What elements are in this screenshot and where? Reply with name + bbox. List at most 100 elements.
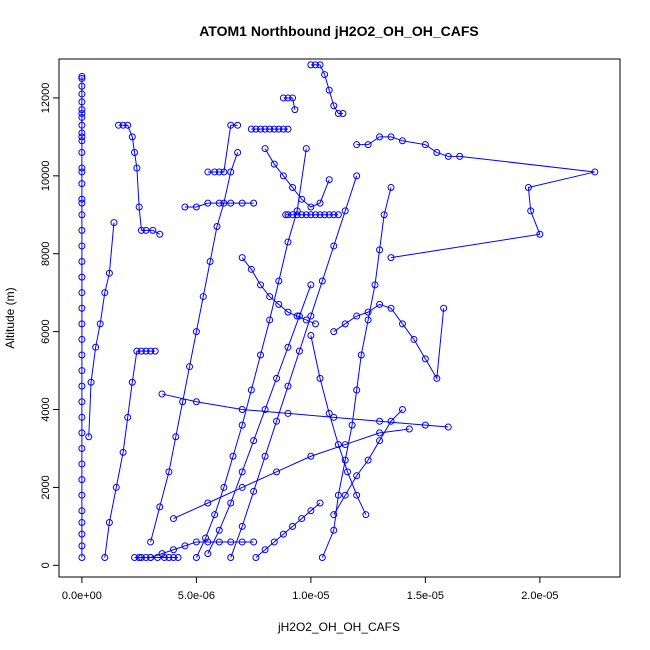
data-point	[204, 168, 212, 176]
data-point	[227, 554, 235, 562]
data-point	[250, 437, 258, 445]
data-point	[398, 406, 406, 414]
data-point	[78, 335, 86, 343]
data-point	[85, 433, 93, 441]
data-point	[398, 320, 406, 328]
series-9	[307, 61, 347, 118]
data-point	[78, 518, 86, 526]
data-point	[293, 207, 301, 215]
data-point	[405, 425, 413, 433]
data-point	[137, 554, 145, 562]
data-point	[112, 483, 120, 491]
data-point	[311, 320, 319, 328]
data-point	[371, 281, 379, 289]
data-point	[387, 417, 395, 425]
data-point	[78, 289, 86, 297]
data-point	[192, 203, 200, 211]
y-tick-label: 10000	[40, 161, 52, 192]
data-point	[78, 226, 86, 234]
data-point	[311, 61, 319, 69]
data-point	[169, 546, 177, 554]
data-point	[311, 211, 319, 219]
data-point	[293, 211, 301, 219]
data-point	[307, 332, 315, 340]
series-line	[356, 136, 595, 259]
data-point	[387, 133, 395, 141]
series-20	[204, 121, 242, 176]
series-1	[85, 219, 118, 441]
data-point	[78, 137, 86, 145]
data-point	[96, 320, 104, 328]
data-point	[211, 511, 219, 519]
data-point	[444, 152, 452, 160]
data-point	[204, 499, 212, 507]
data-point	[273, 417, 281, 425]
data-point	[110, 219, 118, 227]
series-11	[330, 300, 448, 382]
series-13	[169, 425, 413, 523]
series-2	[115, 121, 164, 238]
y-tick-label: 2000	[40, 475, 52, 499]
data-point	[316, 211, 324, 219]
data-point	[206, 258, 214, 266]
data-point	[137, 226, 145, 234]
data-point	[307, 211, 315, 219]
data-point	[78, 242, 86, 250]
data-point	[316, 374, 324, 382]
data-point	[364, 316, 372, 324]
data-point	[78, 304, 86, 312]
series-line	[255, 502, 321, 558]
data-point	[266, 293, 274, 301]
data-point	[341, 207, 349, 215]
data-point	[169, 554, 177, 562]
data-point	[307, 312, 315, 320]
series-6	[192, 145, 310, 562]
data-point	[247, 386, 255, 394]
data-point	[78, 82, 86, 90]
data-point	[78, 554, 86, 562]
data-point	[78, 413, 86, 421]
data-point	[334, 211, 342, 219]
data-point	[192, 398, 200, 406]
data-point	[307, 61, 315, 69]
data-point	[204, 199, 212, 207]
data-point	[284, 125, 292, 133]
data-point	[78, 90, 86, 98]
data-point	[325, 86, 333, 94]
data-point	[261, 125, 269, 133]
data-point	[307, 281, 315, 289]
data-point	[135, 554, 143, 562]
data-point	[142, 226, 150, 234]
data-point	[444, 423, 452, 431]
data-point	[321, 71, 329, 79]
data-point	[302, 145, 310, 153]
data-point	[536, 230, 544, 238]
data-point	[341, 320, 349, 328]
data-point	[133, 164, 141, 172]
data-point	[174, 554, 182, 562]
data-point	[316, 199, 324, 207]
y-tick-label: 0	[40, 562, 52, 568]
series-line	[104, 350, 156, 558]
data-point	[227, 499, 235, 507]
data-point	[266, 125, 274, 133]
data-point	[270, 125, 278, 133]
data-point	[334, 441, 342, 449]
x-tick-label: 1.0e-05	[292, 590, 329, 602]
y-tick-label: 8000	[40, 241, 52, 265]
data-point	[591, 168, 599, 176]
data-point	[78, 180, 86, 188]
data-point	[78, 121, 86, 129]
data-point	[181, 203, 189, 211]
series-21	[279, 94, 299, 114]
data-point	[284, 211, 292, 219]
data-point	[257, 125, 265, 133]
data-point	[289, 211, 297, 219]
series-line	[195, 148, 307, 558]
data-point	[165, 554, 173, 562]
series-19	[181, 199, 258, 211]
chart-title: ATOM1 Northbound jH2O2_OH_OH_CAFS	[199, 23, 479, 39]
series-16	[227, 172, 361, 562]
data-point	[78, 460, 86, 468]
data-point	[376, 300, 384, 308]
